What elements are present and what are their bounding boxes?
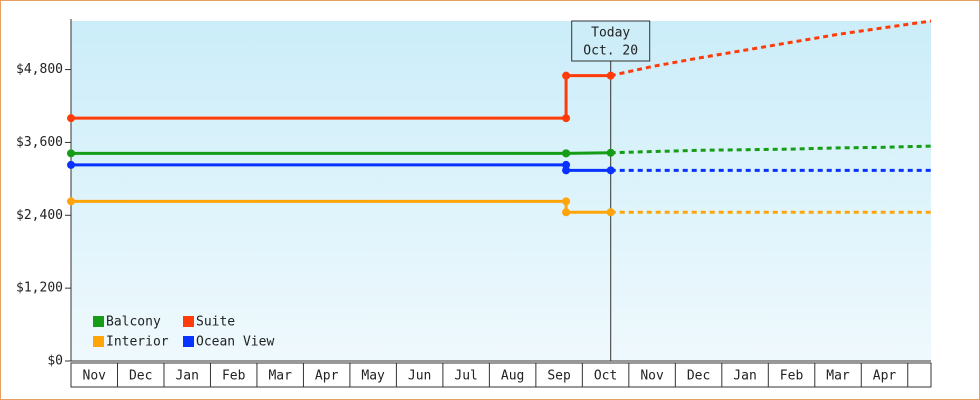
x-tick-label: Jul: [454, 369, 477, 384]
legend-label: Suite: [196, 315, 235, 330]
point: [67, 197, 75, 206]
y-tick-label: $0: [47, 354, 63, 369]
series-line: [71, 74, 611, 120]
point: [562, 160, 571, 169]
x-tick-label: Aug: [501, 369, 524, 384]
y-tick-label: $4,800: [16, 62, 63, 77]
x-tick-label: Dec: [687, 369, 710, 384]
point: [606, 166, 615, 175]
legend-swatch: [183, 336, 194, 347]
x-tick-label: Nov: [83, 369, 107, 384]
x-tick-label: Mar: [268, 369, 292, 384]
legend-swatch: [183, 316, 194, 327]
x-tick-label: Jan: [733, 369, 756, 384]
forecast-line: [610, 19, 932, 78]
x-tick-label: Mar: [826, 369, 850, 384]
legend-label: Interior: [106, 335, 169, 350]
point: [67, 149, 75, 158]
point: [606, 148, 615, 157]
legend-swatch: [93, 336, 104, 347]
point: [562, 71, 571, 80]
today-label: Today: [591, 26, 630, 41]
legend-swatch: [93, 316, 104, 327]
point: [606, 208, 615, 217]
y-tick-label: $2,400: [16, 208, 63, 223]
today-label: Oct. 20: [583, 44, 638, 59]
x-tick-label: Feb: [222, 369, 246, 384]
x-tick-label: May: [361, 369, 385, 384]
x-tick-label: Nov: [640, 369, 664, 384]
today-box: [571, 20, 651, 62]
point: [562, 149, 571, 158]
x-tick-label: Dec: [129, 369, 152, 384]
legend-label: Ocean View: [196, 335, 274, 350]
point: [67, 114, 75, 123]
point: [562, 114, 571, 123]
x-tick-label: Oct: [594, 369, 617, 384]
legend-label: Balcony: [106, 315, 161, 330]
x-tick-label: Feb: [780, 369, 804, 384]
point: [67, 160, 75, 169]
point: [562, 197, 571, 206]
x-tick-label: Jan: [175, 369, 198, 384]
forecast-line: [610, 144, 932, 155]
y-tick-label: $3,600: [16, 135, 63, 150]
series-line: [71, 151, 611, 155]
point: [562, 208, 571, 217]
x-tick-label: Apr: [873, 369, 897, 384]
x-tick-label: Sep: [547, 369, 571, 384]
x-tick-label: Jun: [408, 369, 431, 384]
x-axis-box: [70, 362, 932, 388]
series-line: [71, 199, 611, 214]
point: [562, 166, 571, 175]
x-tick-label: Apr: [315, 369, 339, 384]
y-tick-label: $1,200: [16, 281, 63, 296]
plot-background: [71, 21, 931, 361]
point: [606, 71, 615, 80]
